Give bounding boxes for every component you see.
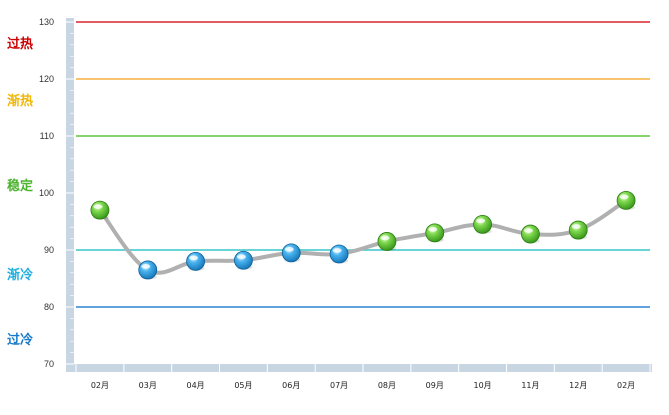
point-marker — [616, 191, 636, 210]
point-highlight — [189, 255, 199, 261]
x-tick-label: 08月 — [378, 381, 396, 390]
zone-label-cooling: 渐冷 — [7, 267, 34, 283]
x-tick-label: 05月 — [234, 381, 252, 390]
zone-label-overheat: 过热 — [7, 36, 34, 52]
data-point — [234, 250, 253, 270]
zone-label-warming: 渐热 — [7, 93, 34, 109]
x-tick-label: 09月 — [426, 381, 444, 390]
point-marker — [425, 223, 445, 243]
x-tick-label: 10月 — [473, 381, 491, 390]
x-tick-label: 11月 — [521, 381, 539, 390]
point-highlight — [523, 228, 533, 233]
zone-label-overcool: 过冷 — [7, 333, 34, 349]
x-tick-label: 06月 — [282, 381, 300, 390]
point-marker — [281, 243, 301, 263]
data-point — [425, 223, 445, 243]
y-tick-label: 70 — [44, 359, 54, 369]
point-marker — [377, 232, 397, 251]
x-tick-label: 12月 — [569, 381, 587, 390]
data-point — [186, 251, 205, 271]
point-highlight — [93, 204, 103, 210]
y-tick-label: 120 — [39, 74, 54, 84]
data-point — [138, 260, 158, 280]
data-point — [568, 220, 588, 240]
data-point — [281, 243, 301, 263]
data-point — [521, 224, 540, 244]
point-highlight — [236, 254, 246, 260]
point-marker — [90, 200, 110, 220]
x-tick-label: 03月 — [139, 381, 157, 390]
x-tick-label: 07月 — [330, 381, 348, 390]
point-marker — [234, 250, 253, 270]
data-point — [616, 191, 636, 210]
point-marker — [568, 220, 588, 240]
point-highlight — [571, 224, 581, 229]
point-marker — [473, 214, 492, 234]
point-marker — [521, 224, 540, 244]
point-highlight — [428, 227, 438, 232]
point-marker — [329, 244, 349, 264]
data-point — [377, 232, 397, 251]
point-highlight — [332, 248, 342, 253]
data-point — [473, 214, 492, 234]
data-point — [329, 244, 349, 264]
y-tick-label: 110 — [40, 131, 54, 141]
point-highlight — [141, 264, 151, 269]
x-axis-bar — [66, 364, 652, 372]
y-tick-label: 130 — [39, 17, 54, 27]
series-line — [97, 198, 629, 275]
y-tick-label: 90 — [44, 245, 54, 255]
point-marker — [186, 251, 205, 271]
y-tick-label: 100 — [39, 188, 54, 198]
y-tick-label: 80 — [44, 302, 54, 312]
data-point — [90, 200, 110, 220]
x-tick-label: 04月 — [186, 381, 204, 390]
zone-label-stable: 稳定 — [7, 179, 34, 195]
point-highlight — [380, 235, 390, 241]
point-highlight — [619, 194, 629, 200]
x-tick-label: 02月 — [617, 381, 635, 390]
point-marker — [138, 260, 158, 280]
point-highlight — [476, 218, 486, 224]
x-tick-label: 02月 — [91, 381, 109, 390]
point-highlight — [284, 246, 294, 252]
